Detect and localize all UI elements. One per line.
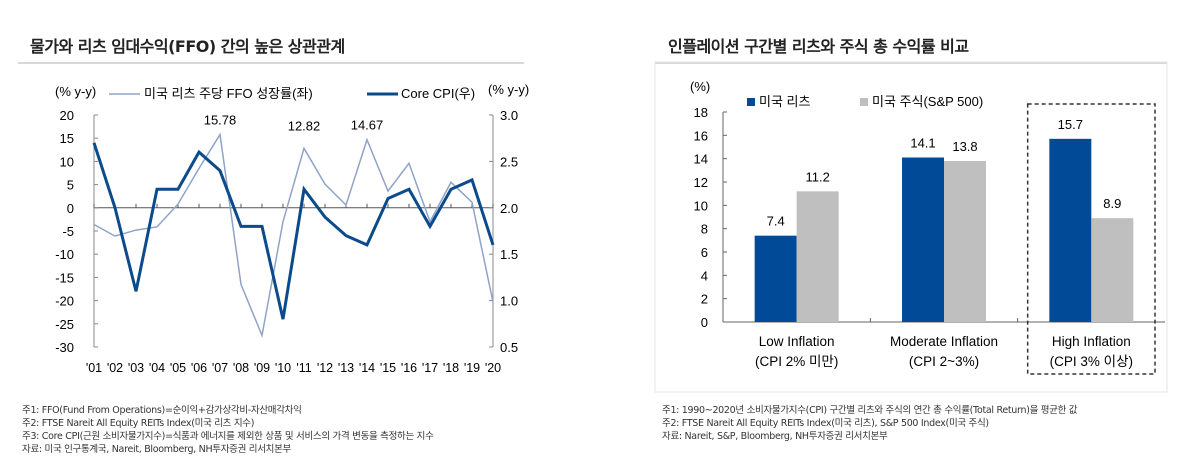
- bar: [754, 235, 797, 322]
- legend-label: 미국 리츠 주당 FFO 성장률(좌): [144, 86, 313, 101]
- y-tick-label: -15: [55, 270, 74, 285]
- x-tick-label: '15: [380, 361, 396, 375]
- highlight-box: [1026, 103, 1156, 375]
- x-tick-label: '12: [317, 361, 333, 375]
- y-tick-label: 20: [60, 108, 74, 123]
- bar: [1091, 218, 1134, 322]
- source: 자료: 미국 인구통계국, Nareit, Bloomberg, NH투자증권 …: [22, 444, 291, 455]
- x-tick-label: '20: [485, 361, 501, 375]
- bar-value-label: 15.7: [1058, 117, 1083, 132]
- divider: [655, 62, 1167, 64]
- x-tick-label: '04: [149, 361, 165, 375]
- legend-swatch: [860, 98, 868, 106]
- legend-label: Core CPI(우): [401, 86, 475, 101]
- bar-value-label: 8.9: [1103, 196, 1121, 211]
- left-notes: 주1: FFO(Fund From Operations)=순이익+감가상각비-…: [22, 404, 434, 456]
- y-right-tick-label: 2.0: [500, 201, 518, 216]
- note: 주3: Core CPI(근원 소비자물가지수)=식품과 에너지를 제외한 상품…: [22, 431, 434, 442]
- left-chart-title: 물가와 리츠 임대수익(FFO) 간의 높은 상관관계: [30, 37, 345, 56]
- note: 주1: FFO(Fund From Operations)=순이익+감가상각비-…: [22, 405, 302, 416]
- y-tick-label: -10: [55, 247, 74, 262]
- y-tick-label: 5: [67, 178, 74, 193]
- y-tick-label: 6: [701, 245, 708, 260]
- bar-value-label: 13.8: [952, 139, 977, 154]
- bar: [944, 161, 986, 322]
- y-tick-label: 10: [694, 198, 708, 213]
- y-tick-label: 10: [60, 154, 74, 169]
- bar-value-label: 11.2: [805, 169, 829, 184]
- y-axis-label-left: (% y-y): [55, 84, 96, 99]
- category-label: Low Inflation: [759, 334, 835, 349]
- bar: [796, 191, 839, 322]
- legend-label: 미국 리츠: [759, 94, 810, 109]
- right-chart-title: 인플레이션 구간별 리츠와 주식 총 수익률 비교: [668, 37, 969, 56]
- category-sublabel: (CPI 2% 미만): [755, 354, 838, 369]
- series-line-ffo-growth: [93, 132, 494, 339]
- y-tick-label: 15: [60, 131, 74, 146]
- chart-frame: [654, 61, 1168, 393]
- y-axis-label: (%): [690, 79, 710, 94]
- y-tick-label: 8: [701, 222, 708, 237]
- y-tick-label: -5: [62, 224, 74, 239]
- note: 주2: FTSE Nareit All Equity REITs Index(미…: [22, 418, 255, 429]
- y-tick-label: 0: [67, 201, 74, 216]
- note: 주1: 1990~2020년 소비자물가지수(CPI) 구간별 리츠와 주식의 …: [662, 405, 1078, 416]
- data-label: 14.67: [351, 118, 384, 133]
- y-tick-label: 0: [701, 315, 708, 330]
- y-right-tick-label: 1.0: [500, 294, 518, 309]
- category-label: Moderate Inflation: [890, 334, 998, 349]
- bar-value-label: 7.4: [767, 214, 785, 229]
- y-right-tick-label: 0.5: [500, 340, 518, 355]
- x-tick-label: '16: [401, 361, 417, 375]
- note: 주2: FTSE Nareit All Equity REITs Index(미…: [662, 418, 989, 429]
- x-tick-label: '09: [254, 361, 270, 375]
- category-label: High Inflation: [1052, 334, 1131, 349]
- y-tick-label: 2: [701, 292, 708, 307]
- x-tick-label: '05: [170, 361, 186, 375]
- y-tick-label: -20: [55, 294, 74, 309]
- x-tick-label: '11: [296, 361, 311, 375]
- y-right-tick-label: 2.5: [500, 154, 518, 169]
- x-tick-label: '19: [464, 361, 480, 375]
- y-tick-label: -30: [55, 340, 74, 355]
- x-tick-label: '02: [107, 361, 123, 375]
- x-tick-label: '13: [338, 361, 354, 375]
- x-tick-label: '07: [212, 361, 228, 375]
- bar: [902, 157, 944, 322]
- right-notes: 주1: 1990~2020년 소비자물가지수(CPI) 구간별 리츠와 주식의 …: [662, 404, 1078, 443]
- x-tick-label: '06: [191, 361, 207, 375]
- x-tick-label: '08: [233, 361, 249, 375]
- category-sublabel: (CPI 3% 이상): [1050, 354, 1133, 369]
- y-tick-label: 18: [694, 105, 708, 120]
- y-right-tick-label: 1.5: [500, 247, 518, 262]
- divider: [18, 62, 524, 64]
- y-tick-label: 12: [694, 175, 708, 190]
- x-tick-label: '14: [359, 361, 375, 375]
- legend-swatch: [747, 98, 755, 106]
- y-tick-label: -25: [55, 317, 74, 332]
- y-tick-label: 16: [694, 128, 708, 143]
- x-tick-label: '01: [86, 361, 102, 375]
- bar-value-label: 14.1: [910, 136, 935, 151]
- legend-label: 미국 주식(S&P 500): [872, 94, 983, 109]
- y-tick-label: 14: [694, 152, 708, 167]
- y-tick-label: 4: [701, 268, 708, 283]
- x-tick-label: '18: [443, 361, 459, 375]
- data-label: 12.82: [288, 118, 321, 133]
- category-sublabel: (CPI 2~3%): [909, 354, 979, 369]
- source: 자료: Nareit, S&P, Bloomberg, NH투자증권 리서치본부: [662, 431, 888, 442]
- y-right-tick-label: 3.0: [500, 108, 518, 123]
- bar: [1049, 138, 1092, 322]
- y-axis-label-right: (% y-y): [488, 82, 529, 97]
- x-tick-label: '10: [275, 361, 291, 375]
- x-tick-label: '17: [422, 361, 438, 375]
- x-tick-label: '03: [128, 361, 144, 375]
- data-label: 15.78: [204, 113, 237, 128]
- series-line-core-cpi: [92, 142, 495, 320]
